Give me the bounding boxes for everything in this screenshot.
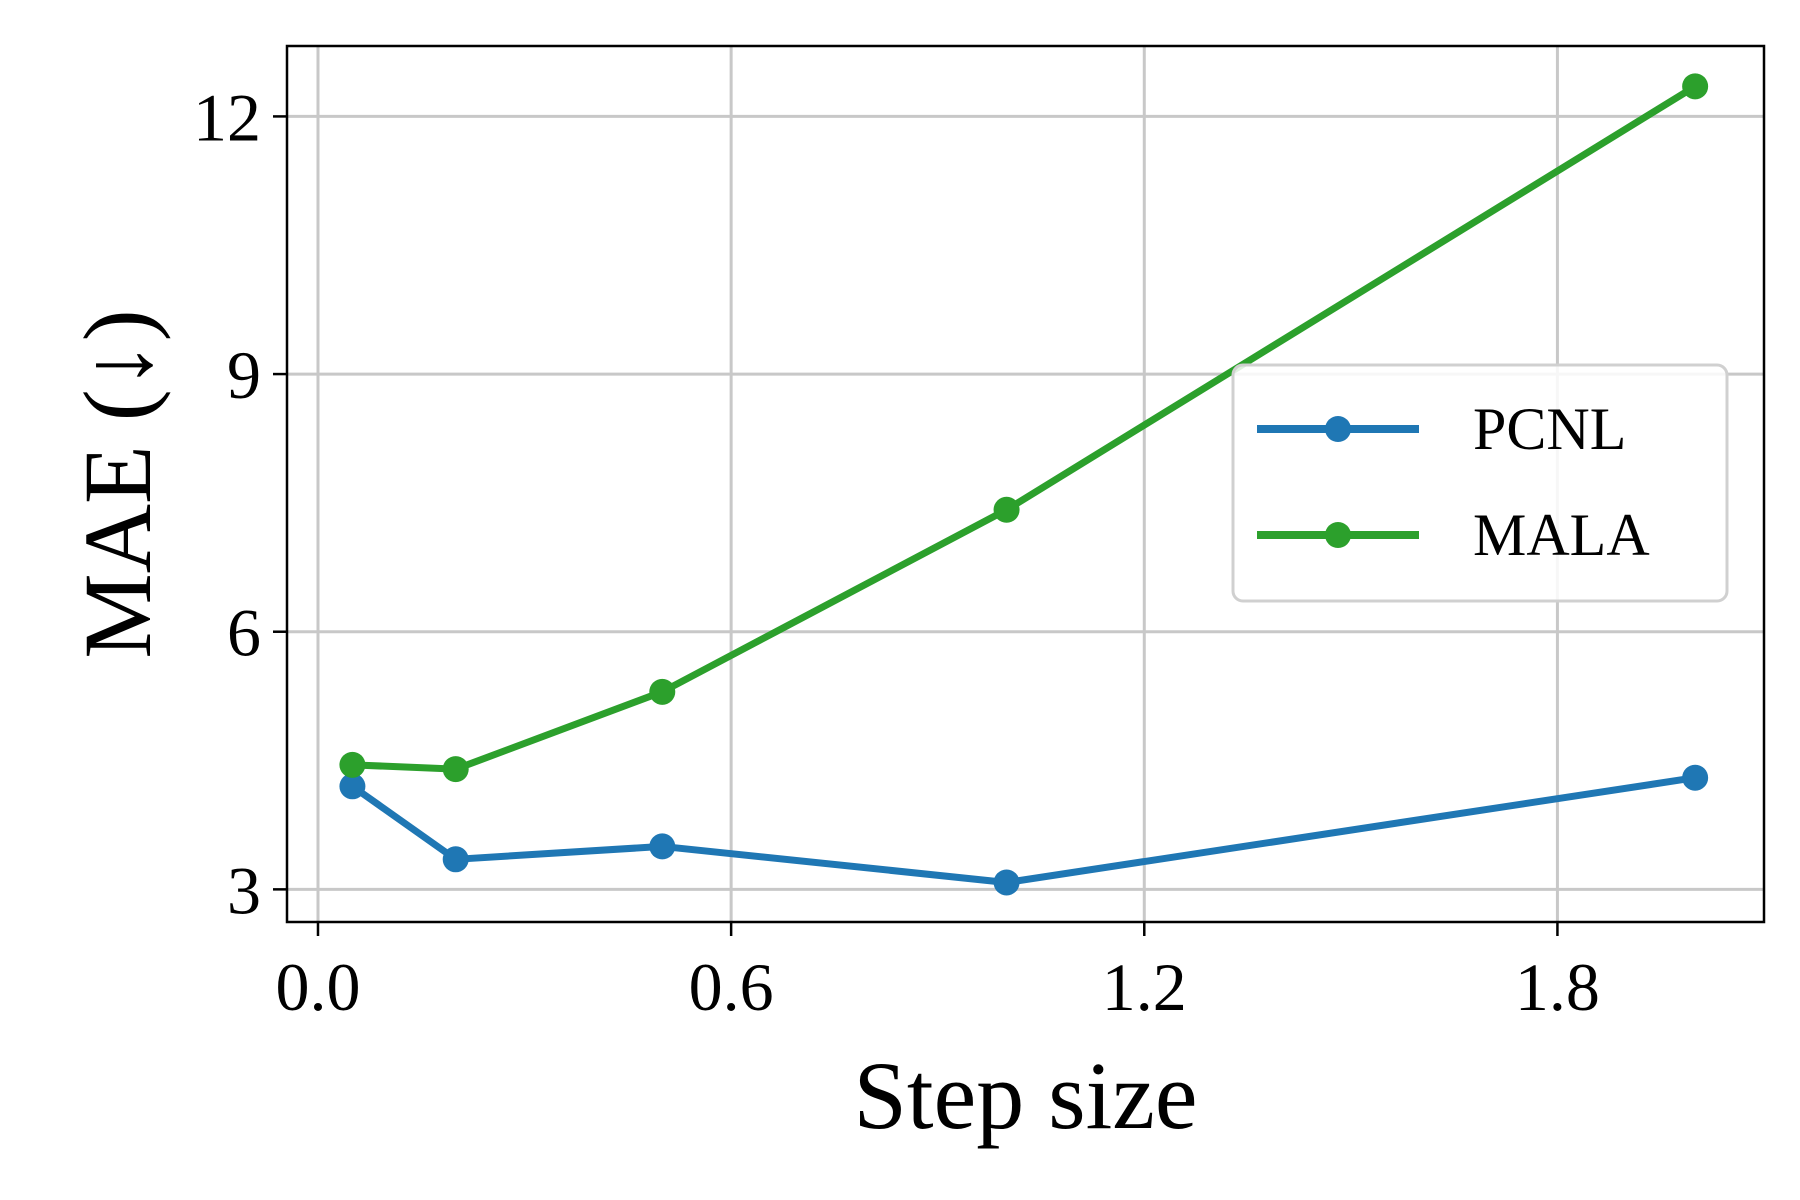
plot-frame [285,44,1766,924]
y-tick-label: 3 [227,852,261,928]
x-axis-ticks: 0.0 0.6 1.2 1.8 [275,922,1600,1025]
y-axis-ticks: 3 6 9 12 [193,79,287,928]
x-tick-label: 0.6 [689,949,774,1025]
y-tick-label: 12 [193,79,261,155]
legend-pcnl-marker [1325,416,1351,442]
legend-pcnl-label: PCNL [1473,396,1626,462]
mala-point [339,751,366,778]
pcnl-point [993,869,1020,896]
y-tick-label: 9 [227,337,261,413]
legend: PCNL MALA [1231,363,1729,603]
mala-point [649,678,676,705]
mala-point [442,756,469,783]
y-tick-label: 6 [227,595,261,671]
x-tick-label: 1.8 [1515,949,1600,1025]
pcnl-point [649,833,676,860]
x-axis-title: Step size [854,1042,1198,1149]
legend-mala-marker [1325,522,1351,548]
mala-point [993,496,1020,523]
legend-box [1231,363,1729,603]
pcnl-point [339,773,366,800]
x-tick-label: 1.2 [1102,949,1187,1025]
pcnl-point [442,846,469,873]
x-tick-label: 0.0 [275,949,360,1025]
legend-mala-label: MALA [1473,502,1650,568]
y-axis-title: MAE (↓) [64,309,171,658]
pcnl-point [1682,764,1709,791]
mala-point [1682,73,1709,100]
